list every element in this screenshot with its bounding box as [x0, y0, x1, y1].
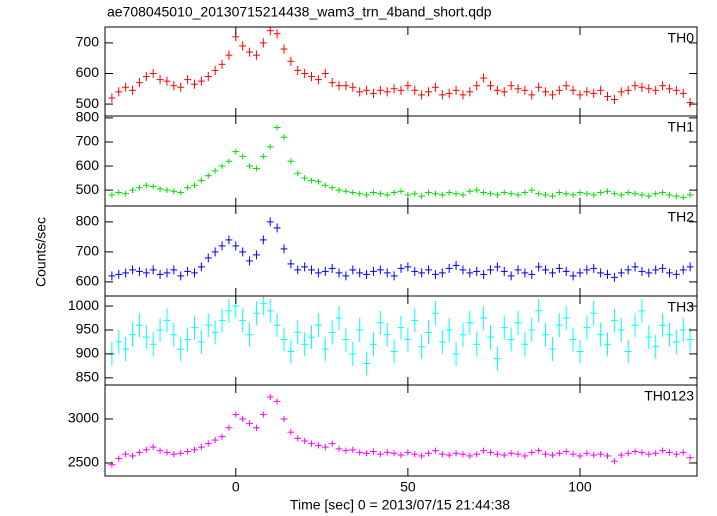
y-tick-label: 500	[76, 95, 100, 111]
y-tick-label: 600	[76, 157, 100, 173]
y-tick-label: 500	[76, 181, 100, 197]
y-axis-label: Counts/sec	[33, 217, 49, 287]
y-tick-label: 700	[76, 34, 100, 50]
y-tick-label: 700	[76, 133, 100, 149]
y-tick-label: 850	[76, 369, 100, 385]
panel-label: TH2	[668, 209, 695, 225]
panel-label: TH3	[668, 299, 695, 315]
panel-frame	[104, 384, 698, 477]
x-tick-label: 50	[400, 479, 416, 495]
panel-label: TH1	[668, 119, 695, 135]
x-tick-label: 0	[232, 479, 240, 495]
y-tick-label: 900	[76, 345, 100, 361]
x-axis-label: Time [sec] 0 = 2013/07/15 21:44:38	[290, 497, 510, 513]
y-tick-label: 800	[76, 109, 100, 125]
y-tick-label: 3000	[68, 410, 99, 426]
chart-title: ae708045010_20130715214438_wam3_trn_4ban…	[107, 4, 492, 20]
y-tick-label: 950	[76, 321, 100, 337]
y-tick-label: 600	[76, 273, 100, 289]
y-tick-label: 600	[76, 64, 100, 80]
x-tick-label: 100	[568, 479, 592, 495]
y-tick-label: 1000	[68, 297, 99, 313]
y-tick-label: 2500	[68, 454, 99, 470]
y-tick-label: 800	[76, 213, 100, 229]
y-tick-label: 700	[76, 243, 100, 259]
panel-label: TH0123	[644, 388, 694, 404]
panel-label: TH0	[668, 30, 695, 46]
